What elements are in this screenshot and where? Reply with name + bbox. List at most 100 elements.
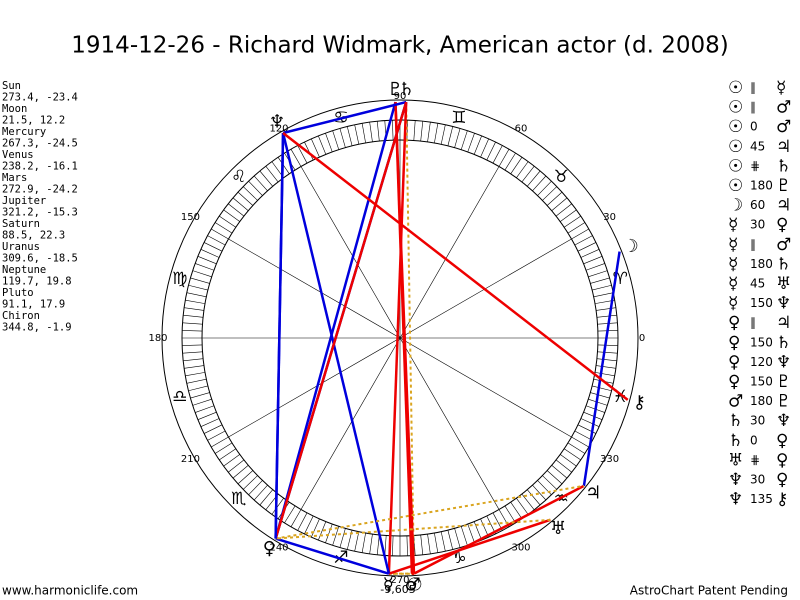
aspect-from: ☉: [728, 156, 743, 176]
degree-tick: [232, 197, 249, 211]
degree-tick: [392, 535, 394, 556]
planet-name: Venus: [2, 149, 34, 161]
spoke: [399, 166, 500, 339]
degree-tick: [392, 120, 394, 141]
planet-glyph: ☽: [623, 236, 639, 257]
aspect-from: ☉: [728, 137, 743, 157]
aspect-to: ♂: [776, 117, 791, 137]
aspect-to: ♄: [776, 254, 791, 274]
degree-tick: [354, 124, 360, 145]
planet-name: Jupiter: [2, 195, 46, 207]
degree-tick: [460, 526, 468, 546]
aspect-type: 30: [750, 414, 765, 428]
degree-tick: [574, 235, 593, 246]
aspect-from: ♅: [728, 450, 743, 470]
aspect-from: ☉: [728, 117, 743, 137]
planet-name: Saturn: [2, 218, 40, 230]
degree-tick: [242, 186, 258, 201]
planet-coords: 321.2, -15.3: [2, 207, 78, 219]
degree-tick: [492, 145, 503, 164]
degree-tick: [207, 430, 226, 441]
zodiac-sign: ♉: [554, 167, 569, 187]
degree-tick: [521, 166, 535, 183]
aspect-from: ☿: [728, 254, 738, 274]
degree-label: 180: [148, 333, 167, 344]
degree-tick: [467, 133, 475, 153]
degree-tick: [427, 534, 431, 554]
planet-coords: 88.5, 22.3: [2, 230, 65, 242]
degree-tick: [596, 358, 617, 362]
degree-tick: [420, 534, 424, 555]
degree-label: 330: [600, 454, 619, 465]
degree-tick: [413, 535, 416, 556]
degree-tick: [369, 534, 373, 554]
degree-tick: [304, 141, 314, 161]
spoke: [228, 337, 401, 438]
degree-tick: [580, 249, 600, 258]
degree-tick: [192, 270, 212, 278]
degree-tick: [184, 307, 204, 311]
aspect-line: [274, 132, 285, 539]
aspect-from: ♀: [728, 333, 740, 353]
degree-tick: [574, 430, 593, 441]
aspect-to: ♃: [776, 313, 791, 333]
degree-tick: [290, 149, 302, 167]
aspect-to: ♅: [776, 274, 791, 294]
planet-coords: 309.6, -18.5: [2, 253, 78, 265]
planet-glyph: ♅: [550, 518, 566, 539]
aspect-to: ♀: [776, 431, 788, 451]
aspect-to: ♄: [776, 333, 791, 353]
degree-label: 60: [515, 123, 528, 134]
degree-tick: [567, 442, 586, 454]
zodiac-sign: ♌: [231, 167, 246, 187]
degree-tick: [259, 170, 273, 187]
degree-tick: [190, 277, 210, 284]
aspect-from: ☉: [728, 78, 743, 98]
aspect-type: 30: [750, 218, 765, 232]
aspect-to: ♆: [776, 294, 791, 314]
degree-label: 150: [181, 212, 200, 223]
degree-tick: [447, 530, 454, 550]
aspect-to: ♀: [776, 450, 788, 470]
planet-glyph: ♃: [585, 482, 601, 503]
degree-tick: [195, 405, 215, 413]
aspect-type: 150: [750, 335, 773, 349]
degree-tick: [182, 330, 203, 332]
degree-label: 240: [269, 543, 288, 554]
degree-tick: [486, 141, 496, 161]
aspect-from: ♆: [728, 490, 743, 510]
degree-tick: [214, 222, 233, 234]
spoke: [228, 238, 401, 339]
degree-tick: [420, 121, 424, 142]
degree-tick: [369, 122, 373, 142]
aspect-line: [274, 101, 397, 539]
planet-coords: 344.8, -1.9: [2, 322, 72, 334]
spoke: [399, 337, 572, 438]
degree-tick: [454, 528, 461, 548]
degree-tick: [354, 531, 360, 552]
degree-tick: [182, 344, 203, 346]
degree-label: 30: [603, 212, 616, 223]
degree-tick: [434, 123, 439, 144]
planet-glyph: ♇: [387, 79, 403, 100]
aspect-type: 60: [750, 198, 765, 212]
aspect-line: [282, 100, 407, 135]
outer-circle: [161, 99, 639, 577]
aspect-type: 180: [750, 394, 773, 408]
degree-tick: [440, 531, 446, 552]
aspect-type: 45: [750, 277, 765, 291]
degree-tick: [473, 521, 482, 541]
aspect-type: 0: [750, 433, 758, 447]
degree-tick: [593, 292, 614, 298]
degree-tick: [447, 126, 454, 146]
planet-glyph: ♄: [398, 79, 414, 100]
degree-tick: [571, 436, 589, 448]
aspect-from: ☽: [728, 196, 743, 216]
degree-tick: [597, 344, 618, 346]
aspect-line: [275, 537, 390, 575]
aspect-to: ♆: [776, 411, 791, 431]
aspect-type: 180: [750, 257, 773, 271]
aspect-line: [387, 102, 408, 574]
degree-tick: [200, 249, 220, 258]
